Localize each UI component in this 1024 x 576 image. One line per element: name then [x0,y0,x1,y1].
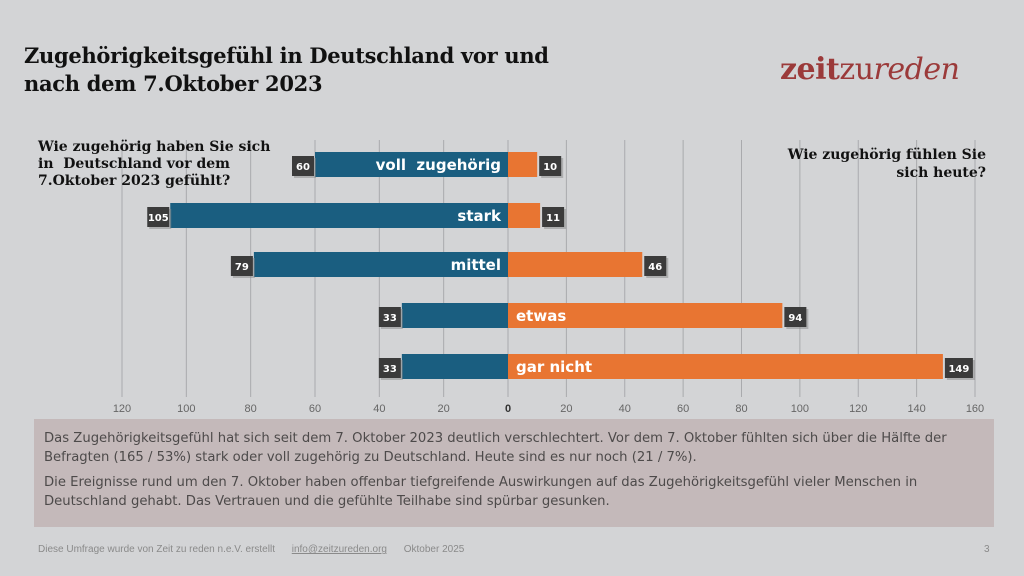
footer-credit: Diese Umfrage wurde von Zeit zu reden n.… [38,544,275,555]
bar-before [401,303,508,328]
question-today-line-1: Wie zugehörig fühlen Sie [787,147,986,163]
x-axis-ticks: 120 100 80 60 40 20 0 20 40 60 80 100 120 140 160 [113,403,984,415]
title-line-1: Zugehörigkeitsgefühl in Deutschland vor … [24,43,549,68]
x-tick-label: 100 [177,403,195,415]
x-tick-label: 0 [505,403,511,415]
bar-today [508,252,643,277]
question-before-line-1: Wie zugehörig haben Sie sich [38,139,271,155]
footer: Diese Umfrage wurde von Zeit zu reden n.… [38,544,478,555]
category-label: etwas [516,307,566,325]
bar-before [401,354,508,379]
question-before-line-2: in Deutschland vor dem [38,156,230,172]
bar-before [253,252,508,277]
value-box-today [944,358,973,378]
x-tick-label: 60 [309,403,321,415]
question-before-line-3: 7.Oktober 2023 gefühlt? [38,173,231,189]
x-tick-label: 80 [245,403,257,415]
value-label-today: 11 [546,213,560,224]
footer-email-link[interactable]: info@zeitzureden.org [291,544,387,555]
bar-before [170,203,508,228]
question-before: Wie zugehörig haben Sie sich in Deutschl… [38,139,288,190]
value-box-today [542,207,565,227]
title-line-2: nach dem 7.Oktober 2023 [24,71,323,96]
zeitzureden-logo: zeitzureden [780,52,960,87]
value-box-before [230,256,253,276]
category-label: stark [457,207,502,225]
value-label-before: 60 [296,162,310,173]
x-tick-label: 120 [113,403,131,415]
x-tick-label: 140 [907,403,925,415]
logo-part-zeit: zeit [780,52,840,87]
question-today: Wie zugehörig fühlen Sie sich heute? [746,146,986,182]
logo-part-reden: reden [873,52,960,87]
value-label-before: 33 [383,364,397,375]
value-label-before: 79 [235,262,249,273]
page-number: 3 [984,544,990,555]
category-label: gar nicht [516,358,592,376]
x-tick-label: 40 [373,403,385,415]
x-tick-label: 20 [560,403,572,415]
page-title: Zugehörigkeitsgefühl in Deutschland vor … [24,42,624,98]
x-tick-label: 100 [791,403,809,415]
bar-row: etwas 33 94 [378,303,809,329]
category-label: mittel [451,256,501,274]
x-tick-label: 60 [677,403,689,415]
logo-part-zu: zu [839,52,874,87]
summary-paragraph-2: Die Ereignisse rund um den 7. Oktober ha… [44,475,918,509]
question-today-line-2: sich heute? [896,165,986,181]
category-label: voll zugehörig [376,156,501,174]
footer-date: Oktober 2025 [403,544,465,555]
bar-today [508,152,538,177]
value-box-today [784,307,807,327]
summary-paragraph-1: Das Zugehörigkeitsgefühl hat sich seit d… [44,431,947,465]
bar-today [508,354,943,379]
value-label-today: 10 [543,162,557,173]
bar-before [315,152,508,177]
x-tick-label: 40 [619,403,631,415]
value-box-before [378,307,401,327]
bar-row: mittel 79 46 [230,252,669,278]
value-label-before: 105 [148,213,169,224]
bar-row: voll zugehörig 60 10 [292,152,564,178]
value-box-today [539,156,562,176]
bar-today [508,203,541,228]
bar-row: gar nicht 33 149 [378,354,975,380]
value-box-before [378,358,401,378]
value-label-today: 149 [948,364,969,375]
value-box-today [644,256,667,276]
bar-today [508,303,783,328]
value-box-before [147,207,170,227]
x-tick-label: 80 [735,403,747,415]
value-label-before: 33 [383,313,397,324]
x-tick-label: 160 [966,403,984,415]
bars: voll zugehörig 60 10 stark 105 11 mittel 79 46 et… [147,152,975,380]
value-box-before [292,156,314,176]
value-label-today: 94 [788,313,802,324]
bar-row: stark 105 11 [147,203,567,229]
x-tick-label: 120 [849,403,867,415]
x-tick-label: 20 [438,403,450,415]
value-label-today: 46 [648,262,662,273]
summary-box: Das Zugehörigkeitsgefühl hat sich seit d… [34,419,994,527]
